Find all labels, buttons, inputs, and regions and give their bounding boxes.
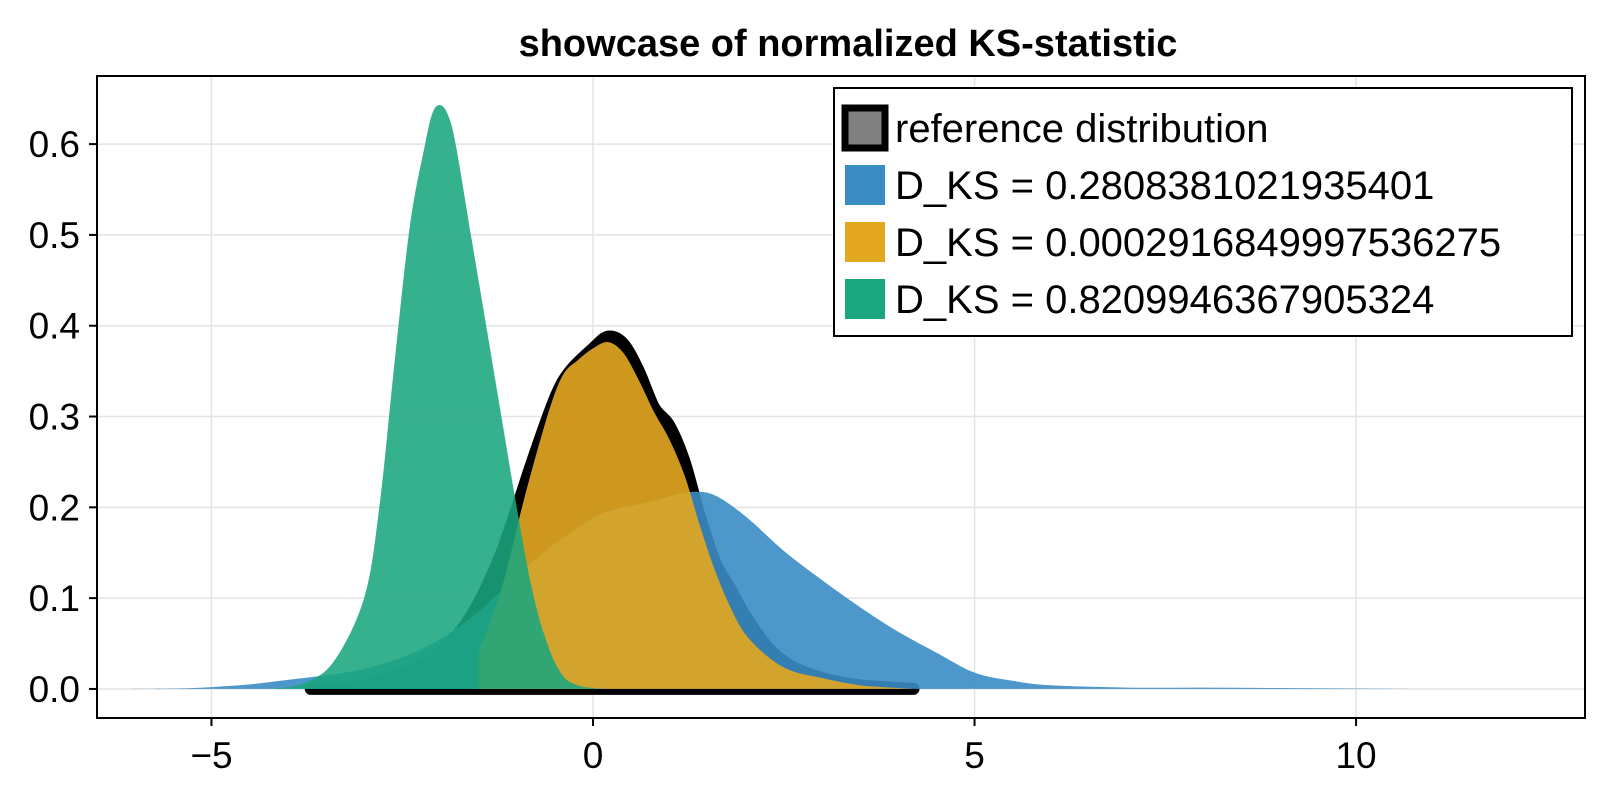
y-tick-label-5: 0.5: [29, 215, 80, 256]
legend-swatch-0: [841, 104, 889, 152]
y-tick-label-6: 0.6: [29, 124, 80, 165]
y-tick-label-2: 0.2: [29, 487, 80, 528]
chart-title: showcase of normalized KS-statistic: [519, 23, 1178, 65]
x-tick-label-3: 10: [1335, 735, 1376, 776]
y-tick-label-0: 0.0: [29, 669, 80, 710]
legend-label-0: reference distribution: [895, 107, 1269, 151]
axes-frame: [96, 75, 1586, 719]
series-area-0: [97, 491, 1433, 689]
x-tick-label-2: 5: [964, 735, 985, 776]
y-tick-label-4: 0.4: [29, 306, 80, 347]
y-tick-label-3: 0.3: [29, 397, 80, 438]
legend-label-3: D_KS = 0.8209946367905324: [895, 278, 1434, 322]
legend-label-1: D_KS = 0.2808381021935401: [895, 164, 1434, 208]
series-area-2: [272, 104, 609, 689]
legend-box: [833, 87, 1573, 337]
x-tick-label-0: −5: [190, 735, 232, 776]
series-area-1: [478, 341, 914, 689]
x-tick-label-1: 0: [583, 735, 604, 776]
ticks: −5 0 5 10 0.0 0.1 0.2 0.3 0.4 0.5 0.6: [29, 124, 1377, 776]
legend-label-2: D_KS = 0.0002916849997536275: [895, 221, 1501, 265]
legend-swatch-3: [845, 279, 885, 319]
y-tick-label-1: 0.1: [29, 578, 80, 619]
legend-swatch-1: [845, 165, 885, 205]
legend: reference distribution D_KS = 0.280838102…: [833, 87, 1573, 337]
legend-swatch-2: [845, 222, 885, 262]
plot-area: [97, 104, 1433, 695]
